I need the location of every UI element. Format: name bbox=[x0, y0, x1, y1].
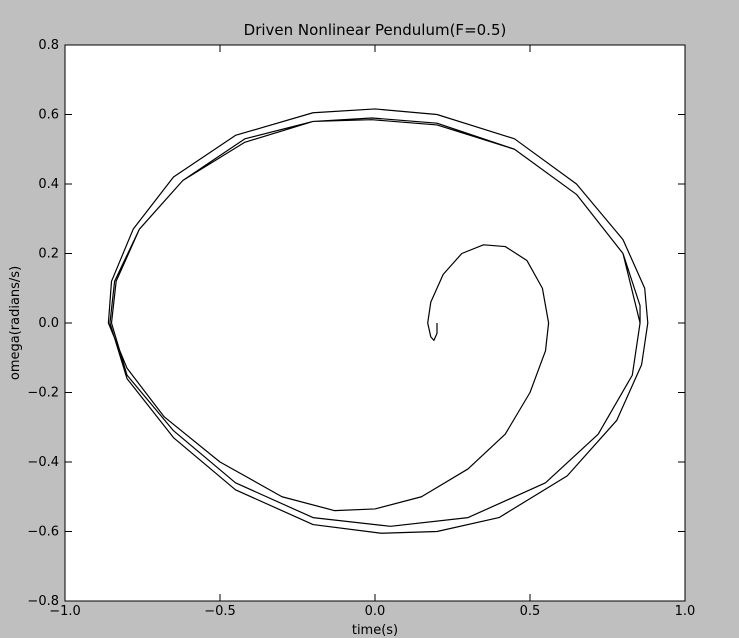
x-axis-label: time(s) bbox=[352, 623, 398, 638]
y-tick-label: 0.2 bbox=[38, 247, 59, 262]
y-tick-label: −0.6 bbox=[27, 525, 59, 540]
plot-area bbox=[64, 44, 686, 602]
chart-title: Driven Nonlinear Pendulum(F=0.5) bbox=[244, 21, 507, 39]
x-tick-label: 0.5 bbox=[520, 604, 541, 619]
y-tick-label: 0.0 bbox=[38, 316, 59, 331]
trajectory bbox=[107, 108, 649, 534]
y-tick-label: −0.2 bbox=[27, 386, 59, 401]
x-tick-label: −1.0 bbox=[49, 604, 81, 619]
y-tick-label: −0.8 bbox=[27, 594, 59, 609]
x-tick-label: 1.0 bbox=[675, 604, 696, 619]
y-axis-label: omega(radians/s) bbox=[8, 266, 23, 380]
x-tick-label: 0.0 bbox=[365, 604, 386, 619]
x-tick-label: −0.5 bbox=[204, 604, 236, 619]
y-tick-label: 0.8 bbox=[38, 38, 59, 53]
y-tick-label: 0.6 bbox=[38, 108, 59, 123]
y-tick-label: 0.4 bbox=[38, 177, 59, 192]
y-tick-label: −0.4 bbox=[27, 455, 59, 470]
